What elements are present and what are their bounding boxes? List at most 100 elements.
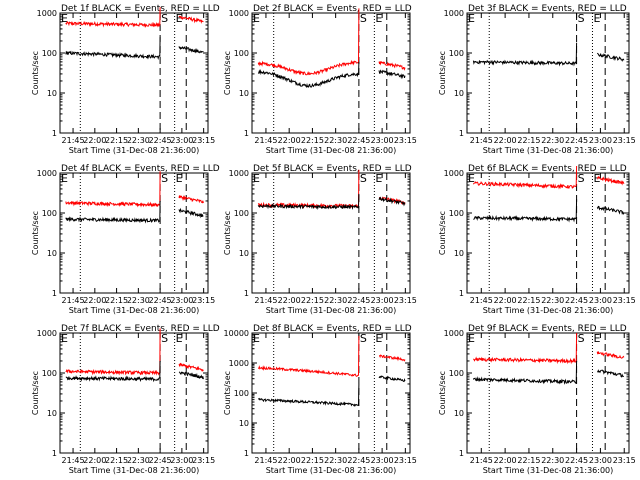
plot-frame bbox=[59, 12, 209, 134]
panel-det-3: Det 3f BLACK = Events, RED = LLD 1 10 100 10… bbox=[438, 4, 636, 155]
series-events-after bbox=[178, 45, 204, 54]
panel-det-9: Det 9f BLACK = Events, RED = LLD 1 10 100 10… bbox=[438, 324, 636, 475]
y-tick-label: 1000 bbox=[229, 169, 249, 178]
series-events-after bbox=[596, 205, 625, 216]
series-events-after bbox=[378, 375, 406, 383]
series-lld bbox=[472, 165, 578, 190]
marker-label-E: E bbox=[593, 332, 600, 345]
x-axis-label: Start Time (31-Dec-08 21:36:00) bbox=[69, 146, 200, 155]
x-tick-label: 22:45 bbox=[565, 296, 588, 305]
x-tick-label: 23:00 bbox=[589, 136, 612, 145]
y-tick-label: 10 bbox=[239, 419, 249, 428]
x-tick-label: 22:15 bbox=[301, 136, 324, 145]
y-tick-label: 100 bbox=[234, 49, 249, 58]
x-tick-label: 23:00 bbox=[371, 136, 394, 145]
y-axis-label: Counts/sec bbox=[438, 211, 447, 255]
y-tick-label: 1 bbox=[52, 289, 57, 298]
series-events-after bbox=[378, 196, 406, 207]
plot-frame bbox=[466, 12, 630, 134]
y-tick-label: 100 bbox=[42, 369, 57, 378]
panel-det-2: Det 2f BLACK = Events, RED = LLD 1 10 100 10… bbox=[223, 4, 417, 155]
x-tick-label: 23:00 bbox=[170, 296, 193, 305]
series-events bbox=[65, 200, 161, 224]
x-tick-label: 22:00 bbox=[83, 296, 106, 305]
x-tick-label: 22:15 bbox=[105, 136, 128, 145]
x-tick-label: 21:45 bbox=[470, 296, 493, 305]
panel-det-7: Det 7f BLACK = Events, RED = LLD 1 10 100 10… bbox=[31, 324, 220, 475]
marker-label-E: E bbox=[468, 172, 475, 185]
y-axis-label: Counts/sec bbox=[438, 51, 447, 95]
x-axis-label: Start Time (31-Dec-08 21:36:00) bbox=[483, 306, 614, 315]
y-axis-label: Counts/sec bbox=[223, 51, 232, 95]
x-tick-label: 23:15 bbox=[394, 456, 417, 465]
marker-label-S: S bbox=[578, 12, 585, 25]
y-tick-label: 1 bbox=[52, 449, 57, 458]
y-tick-label: 1 bbox=[244, 289, 249, 298]
series-lld bbox=[258, 335, 360, 377]
marker-label-E: E bbox=[375, 332, 382, 345]
marker-label-E: E bbox=[375, 172, 382, 185]
series-lld-after bbox=[378, 60, 406, 71]
panel-title: Det 4f BLACK = Events, RED = LLD bbox=[61, 164, 220, 174]
y-tick-label: 10 bbox=[47, 89, 57, 98]
marker-label-E: E bbox=[176, 12, 183, 25]
series-lld-after bbox=[178, 195, 204, 204]
x-tick-label: 23:00 bbox=[371, 296, 394, 305]
series-events bbox=[258, 383, 360, 407]
x-tick-label: 23:00 bbox=[170, 456, 193, 465]
x-axis-label: Start Time (31-Dec-08 21:36:00) bbox=[266, 466, 397, 475]
panel-title: Det 5f BLACK = Events, RED = LLD bbox=[253, 164, 412, 174]
marker-label-E: E bbox=[61, 172, 68, 185]
x-tick-label: 23:00 bbox=[589, 456, 612, 465]
series-lld bbox=[65, 7, 161, 28]
x-tick-label: 22:15 bbox=[301, 296, 324, 305]
x-tick-label: 23:15 bbox=[192, 136, 215, 145]
series-events bbox=[257, 193, 360, 211]
series-events-after bbox=[178, 207, 204, 219]
x-tick-label: 22:00 bbox=[278, 296, 301, 305]
x-tick-label: 23:00 bbox=[589, 296, 612, 305]
series-lld-after bbox=[378, 196, 406, 205]
x-tick-label: 22:00 bbox=[83, 456, 106, 465]
x-tick-label: 22:45 bbox=[347, 296, 370, 305]
series-events bbox=[65, 360, 161, 383]
panel-det-8: Det 8f BLACK = Events, RED = LLD 1 10 100 10… bbox=[223, 324, 417, 475]
y-tick-label: 1 bbox=[52, 129, 57, 138]
y-tick-label: 10 bbox=[454, 89, 464, 98]
marker-label-E: E bbox=[468, 332, 475, 345]
panel-det-1: Det 1f BLACK = Events, RED = LLD 1 10 100 10… bbox=[31, 4, 220, 155]
y-tick-label: 100 bbox=[234, 209, 249, 218]
marker-label-E: E bbox=[61, 12, 68, 25]
x-tick-label: 21:45 bbox=[62, 296, 85, 305]
series-events bbox=[257, 61, 360, 88]
y-tick-label: 100 bbox=[449, 369, 464, 378]
series-lld bbox=[257, 8, 360, 76]
marker-label-E: E bbox=[176, 172, 183, 185]
panel-title: Det 7f BLACK = Events, RED = LLD bbox=[61, 324, 220, 334]
x-tick-label: 22:15 bbox=[517, 296, 540, 305]
marker-label-E: E bbox=[593, 12, 600, 25]
marker-label-S: S bbox=[161, 332, 168, 345]
x-tick-label: 22:00 bbox=[83, 136, 106, 145]
x-axis-label: Start Time (31-Dec-08 21:36:00) bbox=[266, 146, 397, 155]
y-tick-label: 100 bbox=[42, 209, 57, 218]
x-tick-label: 22:30 bbox=[324, 136, 347, 145]
marker-label-E: E bbox=[375, 12, 382, 25]
panel-title: Det 6f BLACK = Events, RED = LLD bbox=[468, 164, 627, 174]
x-axis-label: Start Time (31-Dec-08 21:36:00) bbox=[69, 466, 200, 475]
plot-frame bbox=[251, 12, 411, 134]
x-tick-label: 22:30 bbox=[541, 136, 564, 145]
x-tick-label: 22:00 bbox=[494, 296, 517, 305]
panel-det-5: Det 5f BLACK = Events, RED = LLD 1 10 100 10… bbox=[223, 164, 417, 315]
y-tick-label: 1 bbox=[459, 289, 464, 298]
series-lld bbox=[473, 332, 578, 365]
y-axis-label: Counts/sec bbox=[223, 211, 232, 255]
x-tick-label: 22:00 bbox=[278, 456, 301, 465]
x-tick-label: 23:00 bbox=[371, 456, 394, 465]
x-axis-label: Start Time (31-Dec-08 21:36:00) bbox=[483, 146, 614, 155]
y-tick-label: 100 bbox=[449, 209, 464, 218]
marker-label-E: E bbox=[468, 12, 475, 25]
y-tick-label: 1 bbox=[244, 129, 249, 138]
plot-frame bbox=[466, 172, 630, 294]
x-tick-label: 23:00 bbox=[170, 136, 193, 145]
